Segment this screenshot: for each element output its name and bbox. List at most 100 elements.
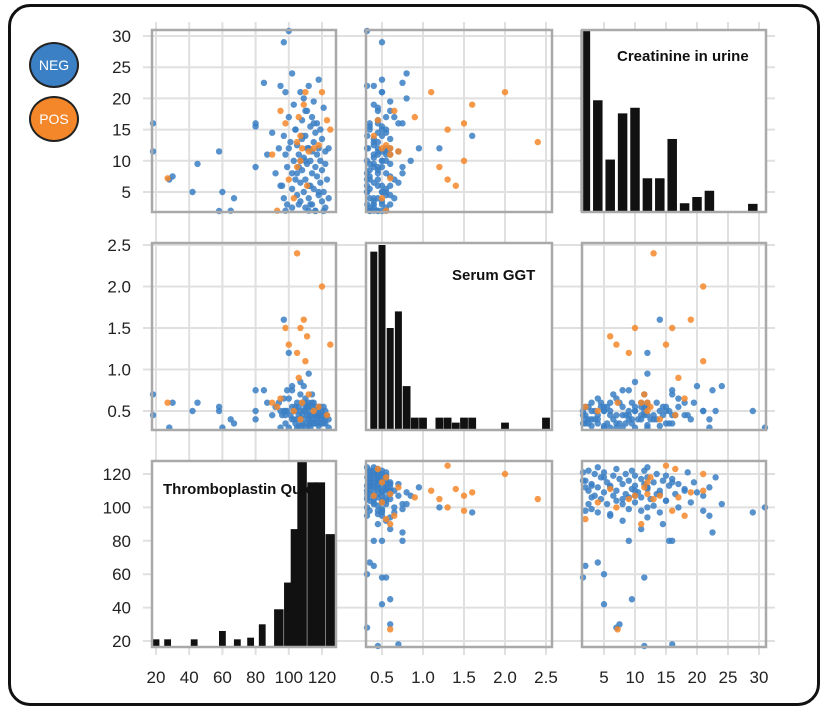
point-neg	[613, 465, 620, 473]
point-neg	[378, 537, 386, 544]
point-neg	[690, 479, 698, 486]
panel-creatinine-vs-creatinine: Creatinine in urine	[580, 28, 768, 214]
point-neg	[290, 157, 297, 164]
point-neg	[616, 475, 623, 483]
point-pos	[310, 407, 317, 415]
diagonal-title: Creatinine in urine	[617, 48, 749, 65]
point-pos	[675, 374, 682, 381]
point-pos	[302, 358, 309, 365]
histogram-bar	[233, 639, 241, 647]
point-neg	[641, 574, 648, 581]
point-neg	[662, 472, 670, 479]
point-pos	[594, 407, 601, 415]
histogram-bar	[370, 251, 378, 430]
point-neg	[631, 378, 639, 386]
histogram-bar	[297, 461, 307, 647]
point-pos	[687, 316, 694, 323]
point-neg	[325, 145, 332, 152]
x-tick-label: 15	[657, 668, 676, 687]
point-neg	[378, 601, 386, 608]
point-pos	[700, 283, 707, 290]
histogram-bar	[748, 203, 758, 212]
point-pos	[382, 142, 390, 149]
point-pos	[647, 403, 654, 411]
point-neg	[290, 101, 297, 108]
panel-frame	[580, 241, 768, 432]
point-pos	[374, 117, 382, 124]
point-neg	[399, 120, 406, 127]
legend-item-pos[interactable]: POS	[29, 96, 79, 142]
point-pos	[387, 151, 394, 158]
point-neg	[665, 537, 673, 544]
point-pos	[681, 395, 688, 402]
panel-creatinine-vs-thrombo	[149, 27, 338, 215]
point-neg	[619, 500, 626, 508]
point-pos	[647, 474, 654, 481]
point-pos	[641, 391, 648, 398]
point-neg	[675, 504, 682, 511]
point-neg	[588, 494, 595, 501]
point-neg	[582, 416, 589, 423]
point-neg	[659, 520, 667, 528]
point-neg	[582, 562, 589, 570]
panel-ggt-vs-ggt: Serum GGT	[364, 241, 554, 432]
point-neg	[317, 126, 324, 133]
histogram-bar	[542, 417, 550, 430]
point-pos	[614, 399, 621, 406]
point-neg	[297, 88, 304, 96]
point-neg	[302, 176, 309, 183]
point-neg	[366, 126, 373, 133]
point-neg	[317, 157, 324, 164]
point-pos	[297, 157, 304, 164]
point-pos	[382, 474, 390, 481]
point-neg	[700, 492, 707, 499]
point-neg	[675, 395, 682, 402]
point-pos	[613, 504, 620, 511]
y-tick-label: 1.5	[107, 319, 131, 338]
point-pos	[411, 113, 418, 121]
point-neg	[370, 82, 377, 90]
panel-thrombo-vs-ggt	[363, 459, 554, 650]
point-pos	[501, 470, 509, 478]
point-neg	[280, 316, 288, 323]
point-neg	[318, 198, 326, 205]
point-pos	[269, 151, 276, 158]
point-neg	[591, 470, 598, 478]
point-pos	[303, 182, 311, 189]
point-neg	[387, 201, 394, 208]
point-neg	[391, 195, 398, 202]
point-neg	[656, 509, 663, 516]
point-neg	[594, 395, 601, 402]
point-neg	[282, 407, 289, 415]
point-neg	[295, 151, 302, 158]
point-pos	[687, 489, 694, 496]
point-neg	[313, 173, 321, 180]
x-tick-label: 20	[688, 668, 707, 687]
point-neg	[312, 129, 319, 136]
point-neg	[308, 113, 316, 121]
point-pos	[638, 520, 645, 528]
point-pos	[293, 250, 301, 257]
point-neg	[288, 387, 296, 394]
point-neg	[297, 179, 304, 186]
point-neg	[638, 525, 645, 533]
point-neg	[215, 407, 223, 415]
point-pos	[428, 88, 435, 96]
y-tick-label: 30	[112, 27, 131, 46]
legend-label-neg: NEG	[38, 57, 70, 73]
point-neg	[588, 480, 595, 488]
point-pos	[374, 465, 382, 473]
point-pos	[672, 411, 679, 419]
point-neg	[656, 316, 663, 323]
point-pos	[444, 504, 451, 511]
point-pos	[305, 148, 312, 155]
point-pos	[700, 358, 707, 365]
point-neg	[322, 160, 329, 168]
point-neg	[230, 195, 238, 202]
point-pos	[315, 142, 322, 149]
legend-item-neg[interactable]: NEG	[29, 42, 79, 88]
x-tick-label: 2.5	[534, 668, 558, 687]
point-pos	[594, 499, 601, 506]
point-pos	[298, 145, 306, 152]
x-tick-label: 0.5	[370, 668, 394, 687]
